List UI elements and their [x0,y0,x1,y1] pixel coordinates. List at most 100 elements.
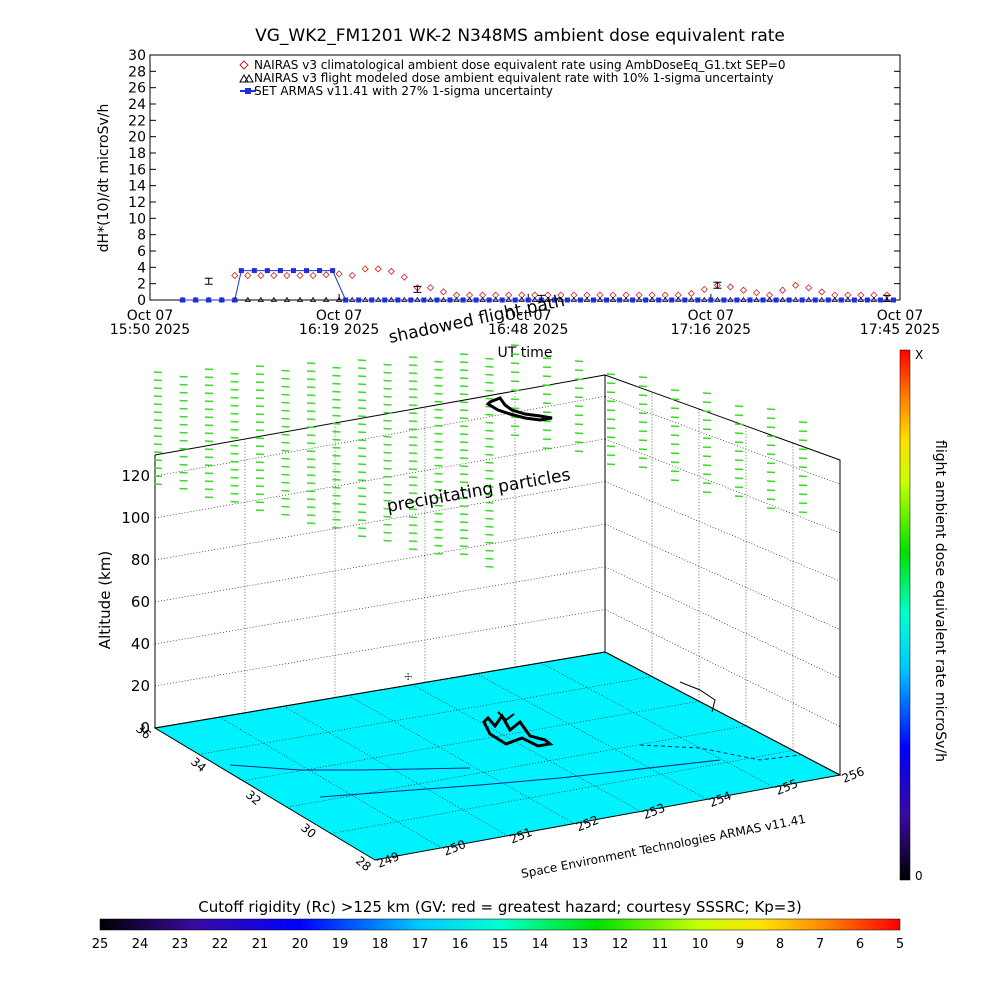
y-tick-label: 18 [128,146,146,162]
legend-entry-nairas-clim: NAIRAS v3 climatological ambient dose eq… [254,58,786,72]
particle-dash [179,375,188,378]
particle-dash [434,384,443,387]
particle-dash [766,453,776,456]
particle-dash [702,491,712,494]
particle-dash [153,419,163,422]
particle-dash [332,398,341,401]
armas-point [864,297,870,303]
particle-dash [542,411,552,414]
legend-triangle-icon [239,73,249,83]
nairas-flight-point [257,296,265,302]
particle-dash [306,370,316,373]
z-tick-label: 80 [131,551,150,569]
particle-dash [459,401,469,404]
particle-dash [255,365,265,368]
particle-dash [734,405,744,408]
particle-dash [485,517,494,520]
particle-dash [510,362,520,365]
particle-dash [332,478,341,481]
x-tick-label-line1: Oct 07 [316,308,362,324]
particle-dash [798,448,808,451]
particle-dash [357,527,367,530]
particle-dash [434,408,443,411]
particle-dash [408,404,418,407]
particle-dash [179,439,188,442]
particle-dash [670,425,680,428]
particle-dash [332,454,341,457]
particle-dash [434,456,443,459]
particle-dash [766,489,776,492]
particle-dash [434,440,443,443]
particle-dash [153,467,163,470]
armas-point [812,297,818,303]
particle-dash [798,493,808,496]
particle-dash [766,408,776,411]
particle-dash [306,426,316,429]
particle-dash [485,501,494,504]
particle-dash [485,541,494,544]
particle-dash [332,486,341,489]
particle-dash [357,423,367,426]
particle-dash [766,426,776,429]
particle-dash [383,539,392,542]
armas-point [617,297,623,303]
armas-point [343,297,349,303]
particle-dash [434,400,443,403]
y-tick-label: 14 [128,179,146,195]
particle-dash [383,403,392,406]
cutoff-gradient [99,918,901,931]
armas-point [232,297,238,303]
nairas-flight-point [322,296,330,302]
cutoff-tick-label: 21 [252,937,269,952]
particle-dash [230,452,239,455]
particle-dash [357,439,367,442]
armas-point [264,268,270,274]
nairas-flight-point [335,296,343,302]
legend-triangle-icon-2 [244,73,254,83]
cutoff-tick-label: 19 [332,937,349,952]
cutoff-tick-label: 16 [452,937,469,952]
particle-dash [574,423,584,426]
particle-dash [510,398,520,401]
particle-dash [670,479,680,482]
particle-dash [434,504,443,507]
particle-dash [485,429,494,432]
particle-dash [702,446,712,449]
particle-dash [357,455,367,458]
particle-dash [281,417,290,420]
particle-dash [255,405,265,408]
particle-dash [408,508,418,511]
particle-dash [459,417,469,420]
particle-dash [357,415,367,418]
z-tick-label: 100 [121,509,150,527]
particle-dash [574,432,584,435]
grid-line-ground-lon [540,662,774,788]
flight-track-top [485,396,553,422]
particle-dash [702,464,712,467]
legend-entry-armas: SET ARMAS v11.41 with 27% 1-sigma uncert… [254,84,553,98]
chart-3d: ☩ 02040608010012024925025125225325425525… [96,291,866,881]
particle-dash [383,387,392,390]
particle-dash [574,360,584,363]
particle-dash [281,481,290,484]
particle-dash [434,448,443,451]
cutoff-tick-label: 20 [292,937,309,952]
armas-point [721,297,727,303]
armas-point [799,297,805,303]
particle-dash [766,498,776,501]
error-bar [413,285,422,293]
particle-dash [606,436,616,439]
nairas-clim-point [400,273,408,281]
particle-dash [670,389,680,392]
particle-dash [357,399,367,402]
particle-dash [332,502,341,505]
legend-entry-nairas-flight: NAIRAS v3 flight modeled dose ambient eq… [254,71,774,85]
particle-dash [408,476,418,479]
armas-point [447,297,453,303]
y-tick-label: 2 [137,277,146,293]
particle-dash [434,472,443,475]
particle-dash [670,452,680,455]
particle-dash [459,369,469,372]
armas-point [682,297,688,303]
